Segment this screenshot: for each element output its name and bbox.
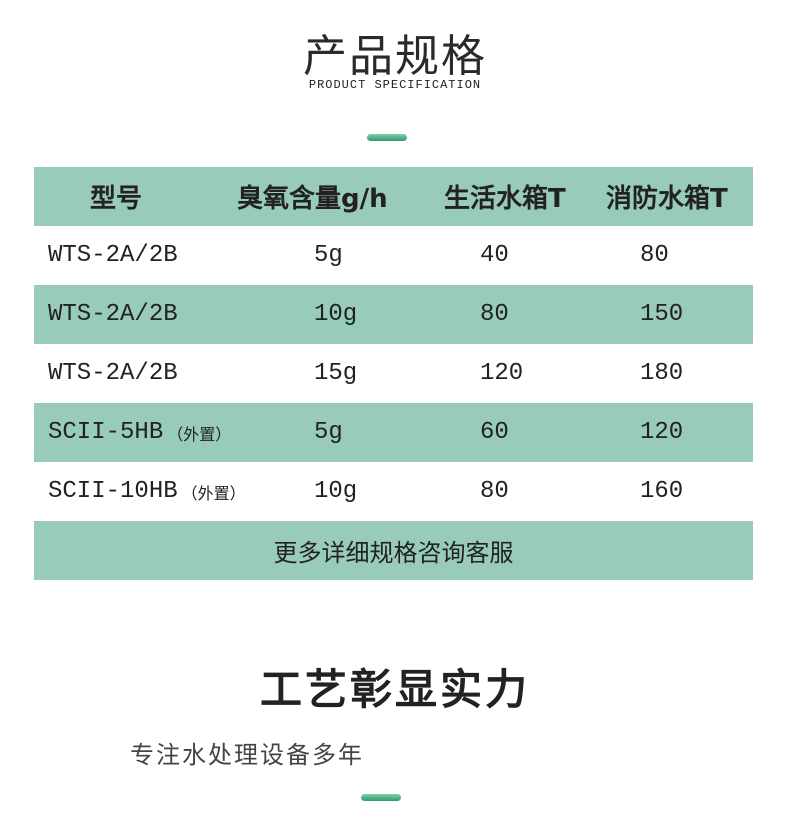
section-title: 工艺彰显实力 [259, 665, 530, 714]
model-text: WTS-2A/2B [48, 301, 178, 328]
cell-model: SCII-5HB （外置） [48, 403, 231, 462]
table-row: WTS-2A/2B 5g 40 80 [34, 226, 753, 285]
table-row: WTS-2A/2B 15g 120 180 [34, 344, 753, 403]
table-row: WTS-2A/2B 10g 80 150 [34, 285, 753, 344]
spec-table: 型号 臭氧含量g/h 生活水箱T 消防水箱T WTS-2A/2B 5g 40 8… [34, 167, 753, 580]
model-text: WTS-2A/2B [48, 360, 178, 387]
table-header: 型号 臭氧含量g/h 生活水箱T 消防水箱T [34, 167, 753, 226]
cell-fire: 180 [640, 360, 684, 387]
cell-living: 80 [480, 301, 509, 328]
col-header-living: 生活水箱T [444, 184, 566, 214]
model-note: （外置） [181, 483, 246, 503]
cell-ozone: 10g [314, 478, 358, 505]
table-row: SCII-5HB （外置） 5g 60 120 [34, 403, 753, 462]
page-subtitle: PRODUCT SPECIFICATION [308, 78, 482, 92]
cell-fire: 120 [640, 419, 684, 446]
model-text: SCII-10HB [48, 478, 178, 505]
cell-model: WTS-2A/2B [48, 285, 182, 344]
cell-living: 60 [480, 419, 509, 446]
cell-model: SCII-10HB （外置） [48, 462, 246, 521]
col-header-model: 型号 [90, 184, 143, 214]
divider-bar [361, 794, 401, 801]
cell-ozone: 10g [314, 301, 358, 328]
col-header-ozone: 臭氧含量g/h [237, 184, 388, 214]
page-title: 产品规格 [303, 31, 487, 82]
cell-model: WTS-2A/2B [48, 344, 182, 403]
table-row: SCII-10HB （外置） 10g 80 160 [34, 462, 753, 521]
divider-bar [367, 134, 407, 141]
cell-living: 40 [480, 242, 509, 269]
cell-living: 120 [480, 360, 524, 387]
model-text: SCII-5HB [48, 419, 164, 446]
cell-fire: 160 [640, 478, 684, 505]
cell-model: WTS-2A/2B [48, 226, 182, 285]
col-header-fire: 消防水箱T [606, 184, 728, 214]
model-text: WTS-2A/2B [48, 242, 178, 269]
section-subtitle: 专注水处理设备多年 [130, 741, 364, 769]
cell-fire: 80 [640, 242, 669, 269]
model-note: （外置） [167, 424, 232, 444]
cell-ozone: 5g [314, 242, 343, 269]
cell-ozone: 5g [314, 419, 343, 446]
cell-fire: 150 [640, 301, 684, 328]
table-footer[interactable]: 更多详细规格咨询客服 [34, 521, 753, 580]
cell-living: 80 [480, 478, 509, 505]
cell-ozone: 15g [314, 360, 358, 387]
